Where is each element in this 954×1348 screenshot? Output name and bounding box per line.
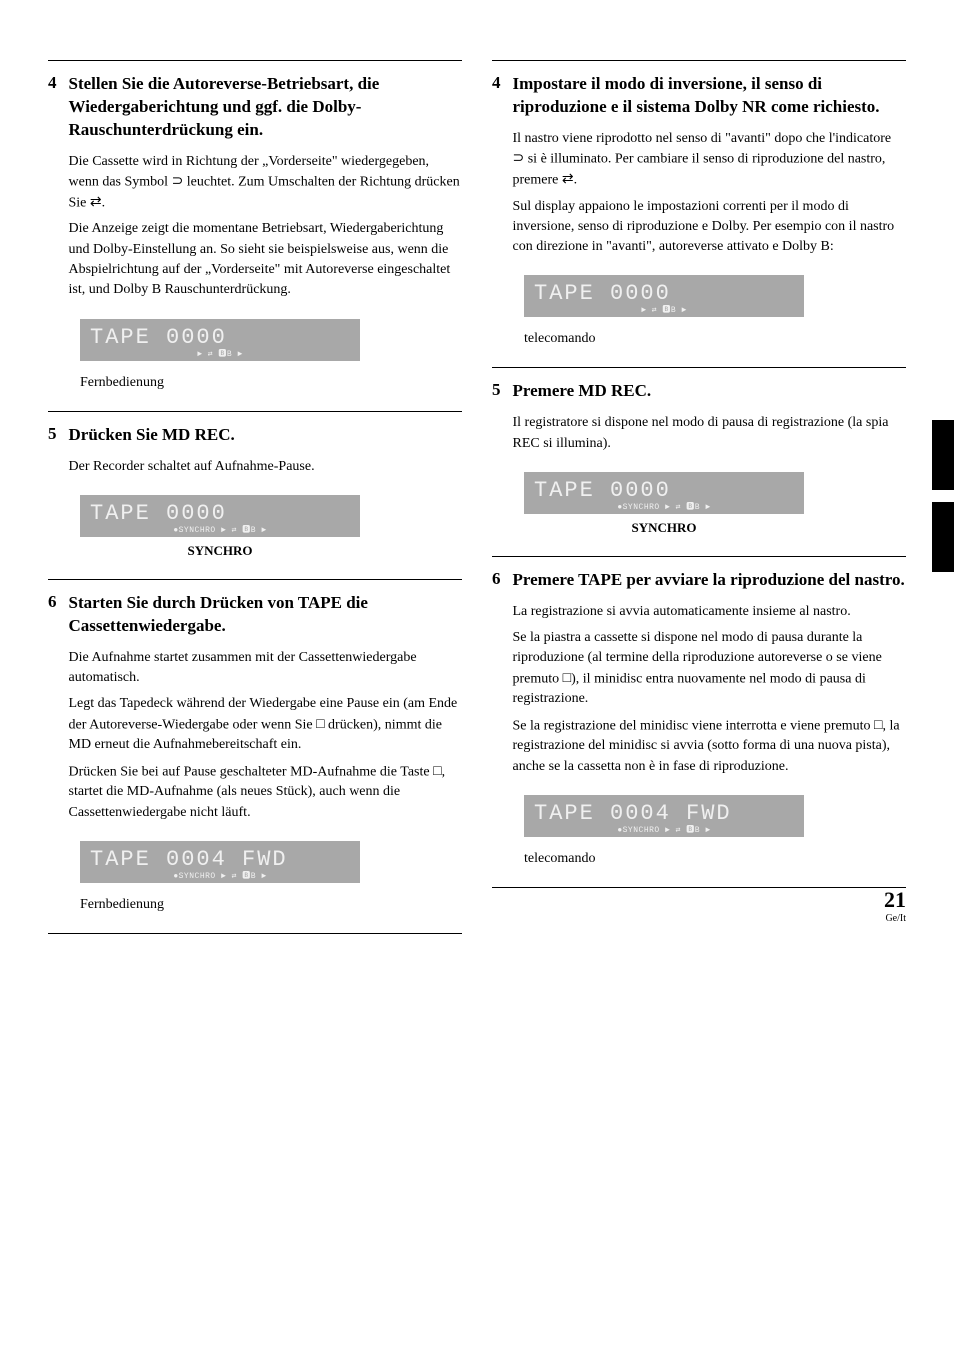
lcd-caption: SYNCHRO [80, 543, 360, 559]
step-desc: Drücken Sie bei auf Pause geschalteter M… [69, 762, 463, 823]
lcd-display: TAPE 0000 ► ⇄ 🅱B ► [524, 275, 804, 317]
step-number: 6 [48, 592, 57, 829]
step-desc: Se la piastra a cassette si dispone nel … [513, 628, 907, 710]
remote-label: Fernbedienung [80, 897, 462, 913]
side-tab [932, 502, 954, 572]
lcd-display: TAPE 0000 ●SYNCHRO ► ⇄ 🅱B ► [80, 495, 360, 537]
lcd-display: TAPE 0000 ► ⇄ 🅱B ► [80, 319, 360, 361]
stop-icon: □ [316, 715, 324, 735]
lcd-sub-text: ► ⇄ 🅱B ► [534, 304, 794, 315]
left-column: 4 Stellen Sie die Autoreverse-Betriebsar… [48, 60, 462, 934]
side-tabs [932, 420, 954, 584]
step-desc: Sul display appaiono le impostazioni cor… [513, 197, 907, 258]
divider [48, 933, 462, 934]
left-step-5: 5 Drücken Sie MD REC. Der Recorder schal… [48, 411, 462, 559]
lcd-main-text: TAPE 0000 [90, 325, 350, 350]
lcd-main-text: TAPE 0004 FWD [90, 847, 350, 872]
stop-icon: □ [563, 669, 571, 689]
right-step-5: 5 Premere MD REC. Il registratore si dis… [492, 367, 906, 536]
step-desc: Se la registrazione del minidisc viene i… [513, 716, 907, 777]
page-footer: 21 Ge/It [884, 887, 906, 924]
remote-label: Fernbedienung [80, 375, 462, 391]
step-title: Stellen Sie die Autoreverse-Betriebsart,… [69, 73, 463, 142]
step-desc: Die Anzeige zeigt die momentane Betriebs… [69, 219, 463, 300]
step-desc: Der Recorder schaltet auf Aufnahme-Pause… [69, 457, 463, 477]
lcd-display: TAPE 0004 FWD ●SYNCHRO ► ⇄ 🅱B ► [80, 841, 360, 883]
lcd-display: TAPE 0000 ●SYNCHRO ► ⇄ 🅱B ► [524, 472, 804, 514]
step-desc: Legt das Tapedeck während der Wiedergabe… [69, 694, 463, 755]
step-title: Starten Sie durch Drücken von TAPE die C… [69, 592, 463, 638]
side-tab [932, 420, 954, 490]
step-number: 6 [492, 569, 501, 783]
bidir-icon: ⇄ [90, 193, 102, 213]
left-step-6: 6 Starten Sie durch Drücken von TAPE die… [48, 579, 462, 913]
remote-label: telecomando [524, 331, 906, 347]
step-number: 5 [492, 380, 501, 460]
step-title: Impostare il modo di inversione, il sens… [513, 73, 907, 119]
lcd-main-text: TAPE 0000 [534, 478, 794, 503]
bidir-icon: ⇄ [562, 170, 574, 190]
step-desc: Il registratore si dispone nel modo di p… [513, 413, 907, 454]
step-title: Premere TAPE per avviare la riproduzione… [513, 569, 907, 592]
step-number: 5 [48, 424, 57, 483]
step-desc: Die Cassette wird in Richtung der „Vorde… [69, 152, 463, 214]
remote-label: telecomando [524, 851, 906, 867]
step-number: 4 [48, 73, 57, 307]
divider [492, 887, 906, 888]
stop-icon: □ [433, 762, 441, 782]
loop-icon: ⊃ [513, 149, 525, 169]
lcd-main-text: TAPE 0004 FWD [534, 801, 794, 826]
step-desc: Il nastro viene riprodotto nel senso di … [513, 129, 907, 191]
page-number: 21 [884, 887, 906, 913]
lcd-main-text: TAPE 0000 [534, 281, 794, 306]
lcd-main-text: TAPE 0000 [90, 501, 350, 526]
page-language: Ge/It [884, 913, 906, 924]
stop-icon: □ [874, 716, 882, 736]
lcd-caption: SYNCHRO [524, 520, 804, 536]
step-desc: La registrazione si avvia automaticament… [513, 602, 907, 622]
step-desc: Die Aufnahme startet zusammen mit der Ca… [69, 648, 463, 689]
step-number: 4 [492, 73, 501, 263]
left-step-4: 4 Stellen Sie die Autoreverse-Betriebsar… [48, 60, 462, 391]
lcd-display: TAPE 0004 FWD ●SYNCHRO ► ⇄ 🅱B ► [524, 795, 804, 837]
step-title: Drücken Sie MD REC. [69, 424, 463, 447]
right-step-6: 6 Premere TAPE per avviare la riproduzio… [492, 556, 906, 867]
right-column: 4 Impostare il modo di inversione, il se… [492, 60, 906, 934]
loop-icon: ⊃ [172, 172, 184, 192]
step-title: Premere MD REC. [513, 380, 907, 403]
right-step-4: 4 Impostare il modo di inversione, il se… [492, 60, 906, 347]
